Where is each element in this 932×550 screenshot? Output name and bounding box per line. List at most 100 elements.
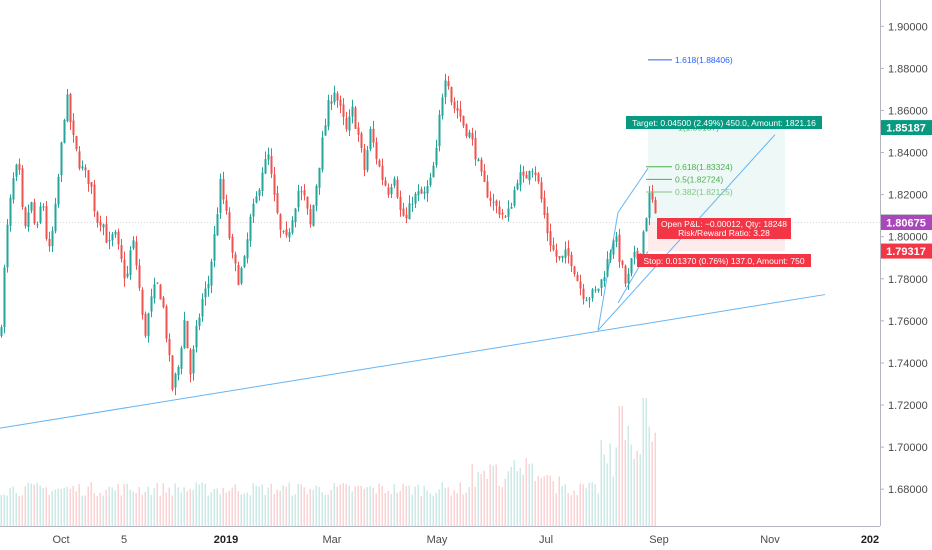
candle-body-86 xyxy=(258,189,261,196)
volume-bar-129 xyxy=(387,490,389,526)
volume-bar-107 xyxy=(321,492,323,526)
volume-bar-19 xyxy=(57,488,59,526)
volume-bar-23 xyxy=(69,488,71,526)
candle-body-145 xyxy=(435,147,438,165)
volume-bar-32 xyxy=(96,495,98,526)
volume-bar-49 xyxy=(147,486,149,526)
candle-body-201 xyxy=(603,276,606,281)
price-tag-label-3: 1.79317 xyxy=(886,246,926,258)
volume-bar-162 xyxy=(486,478,488,526)
volume-bar-170 xyxy=(510,467,512,526)
candle-body-53 xyxy=(159,284,162,300)
candle-body-56 xyxy=(168,338,171,356)
volume-bar-10 xyxy=(30,483,32,526)
candle-body-158 xyxy=(474,138,477,160)
volume-bar-208 xyxy=(624,439,626,526)
volume-bar-59 xyxy=(177,487,179,526)
candle-body-93 xyxy=(279,214,282,230)
volume-bar-52 xyxy=(156,483,158,526)
volume-bar-198 xyxy=(594,484,596,526)
candle-body-207 xyxy=(621,260,624,265)
volume-bar-128 xyxy=(384,493,386,526)
candle-body-11 xyxy=(33,202,36,224)
time-axis[interactable]: Oct 5 2019 Mar May Jul Sep Nov 202 xyxy=(0,526,932,550)
volume-bar-196 xyxy=(588,482,590,526)
candle-body-155 xyxy=(465,124,468,137)
candle-body-127 xyxy=(381,165,384,180)
volume-bar-25 xyxy=(75,491,77,526)
price-axis[interactable]: 1.90000 1.88000 1.86000 1.84000 1.82000 1.800… xyxy=(880,0,932,526)
volume-bar-121 xyxy=(363,488,365,526)
volume-bar-22 xyxy=(66,487,68,526)
volume-bar-201 xyxy=(603,454,605,526)
stop-box xyxy=(637,254,811,267)
volume-bar-31 xyxy=(93,493,95,526)
volume-bar-3 xyxy=(9,487,11,526)
volume-bar-163 xyxy=(489,464,491,526)
volume-bar-137 xyxy=(411,494,413,526)
candle-body-46 xyxy=(138,265,141,288)
volume-bar-98 xyxy=(294,494,296,526)
volume-bar-171 xyxy=(513,460,515,526)
candle-body-184 xyxy=(552,244,555,250)
candle-body-167 xyxy=(501,212,504,215)
volume-bar-27 xyxy=(81,495,83,526)
candle-body-43 xyxy=(129,250,132,276)
candle-body-205 xyxy=(615,236,618,242)
volume-bar-161 xyxy=(483,470,485,526)
price-ticks: 1.90000 1.88000 1.86000 1.84000 1.82000 1.800… xyxy=(880,21,928,496)
volume-bar-112 xyxy=(336,486,338,526)
candle-body-150 xyxy=(450,87,453,103)
candle-body-153 xyxy=(459,109,462,117)
price-tick-label-11: 1.68000 xyxy=(888,484,928,496)
volume-bar-210 xyxy=(630,444,632,526)
volume-bar-191 xyxy=(573,490,575,526)
volume-bar-138 xyxy=(414,486,416,526)
volume-bar-96 xyxy=(288,482,290,526)
candle-body-4 xyxy=(12,178,15,200)
volume-bar-83 xyxy=(249,495,251,526)
candle-body-217 xyxy=(651,191,654,200)
candle-body-7 xyxy=(21,168,24,207)
candle-body-19 xyxy=(57,176,60,205)
candle-body-88 xyxy=(264,159,267,174)
candle-body-23 xyxy=(69,93,72,123)
candle-body-100 xyxy=(300,191,303,193)
candle-body-204 xyxy=(612,240,615,255)
volume-bar-69 xyxy=(207,495,209,526)
candle-body-119 xyxy=(357,127,360,135)
position-labels[interactable]: Target: 0.04500 (2.49%) 450.0, Amount: 1… xyxy=(626,116,822,267)
volume-bar-37 xyxy=(111,487,113,526)
candle-body-1 xyxy=(3,267,6,328)
time-tick-label-0: Oct xyxy=(52,534,69,546)
volume-bar-47 xyxy=(141,494,143,526)
candle-body-107 xyxy=(321,137,324,170)
volume-bar-46 xyxy=(138,487,140,526)
volume-bar-149 xyxy=(447,487,449,526)
price-tick-label-1: 1.88000 xyxy=(888,63,928,75)
volume-bar-153 xyxy=(459,482,461,526)
candle-body-138 xyxy=(414,193,417,204)
volume-bar-109 xyxy=(327,494,329,526)
candle-body-109 xyxy=(327,100,330,127)
candle-body-121 xyxy=(363,148,366,170)
volume-bar-99 xyxy=(297,483,299,526)
candle-body-134 xyxy=(402,208,405,216)
candle-body-50 xyxy=(150,296,153,312)
candle-body-24 xyxy=(72,120,75,136)
candle-body-65 xyxy=(195,325,198,348)
candle-body-113 xyxy=(339,99,342,106)
volume-bar-200 xyxy=(600,439,602,526)
volume-bar-86 xyxy=(258,486,260,526)
volume-bar-215 xyxy=(645,398,647,526)
candle-body-51 xyxy=(153,284,156,299)
volume-bar-82 xyxy=(246,492,248,526)
candle-body-149 xyxy=(447,81,450,87)
volume-bar-35 xyxy=(105,489,107,526)
candle-body-105 xyxy=(315,185,318,206)
candle-body-74 xyxy=(222,179,225,200)
stop-text: Stop: 0.01370 (0.76%) 137.0, Amount: 750 xyxy=(643,256,804,266)
candle-body-122 xyxy=(366,150,369,171)
